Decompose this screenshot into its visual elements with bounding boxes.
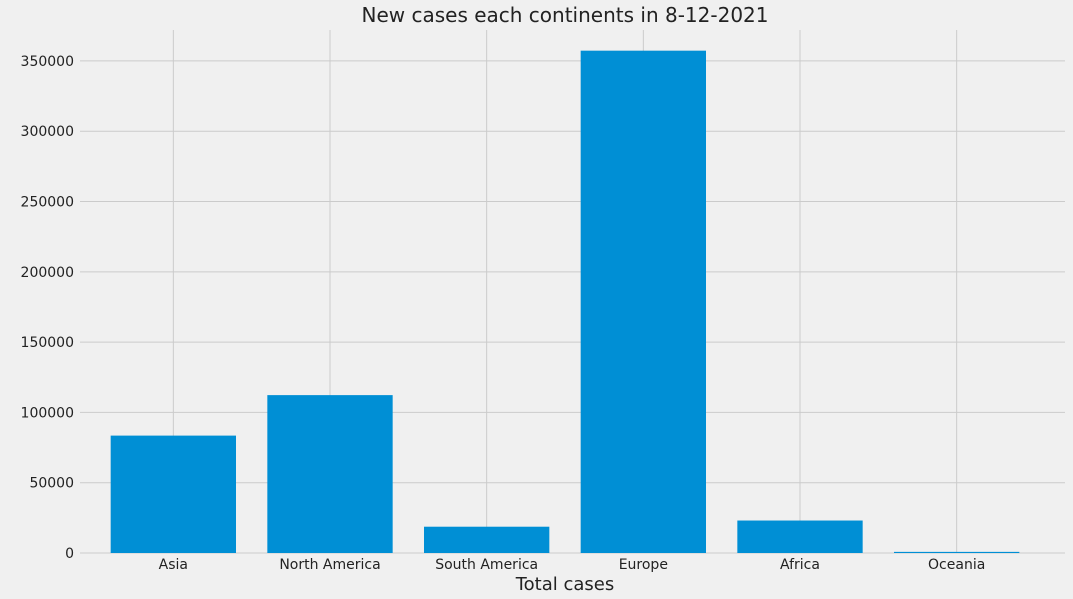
chart-title: New cases each continents in 8-12-2021 [361, 3, 768, 27]
bar-africa [737, 520, 863, 553]
bar-oceania [894, 551, 1020, 553]
y-tick-label: 0 [65, 546, 74, 562]
y-tick-label: 100000 [21, 405, 74, 421]
bar-north-america [267, 395, 393, 553]
y-tick-label: 150000 [21, 335, 74, 351]
x-tick-label: North America [279, 557, 380, 573]
y-tick-label: 250000 [21, 195, 74, 211]
bars [110, 50, 1020, 554]
bar-europe [580, 50, 706, 554]
y-tick-label: 50000 [29, 476, 74, 492]
x-tick-label: Africa [780, 557, 820, 573]
x-tick-label: Asia [159, 557, 188, 573]
y-tick-label: 350000 [21, 54, 74, 70]
x-tick-label: South America [435, 557, 538, 573]
horizontal-grid-lines [80, 60, 1065, 554]
x-axis-label: Total cases [515, 574, 615, 595]
bar-south-america [424, 526, 550, 553]
y-tick-label: 300000 [21, 124, 74, 140]
x-tick-labels: Asia North America South America Europe Afri… [159, 557, 986, 573]
bar-asia [110, 435, 236, 553]
x-tick-label: Oceania [928, 557, 985, 573]
y-tick-labels: 0 50000 100000 150000 200000 250000 300000 3500… [21, 54, 74, 562]
y-tick-label: 200000 [21, 265, 74, 281]
x-tick-label: Europe [619, 557, 668, 573]
